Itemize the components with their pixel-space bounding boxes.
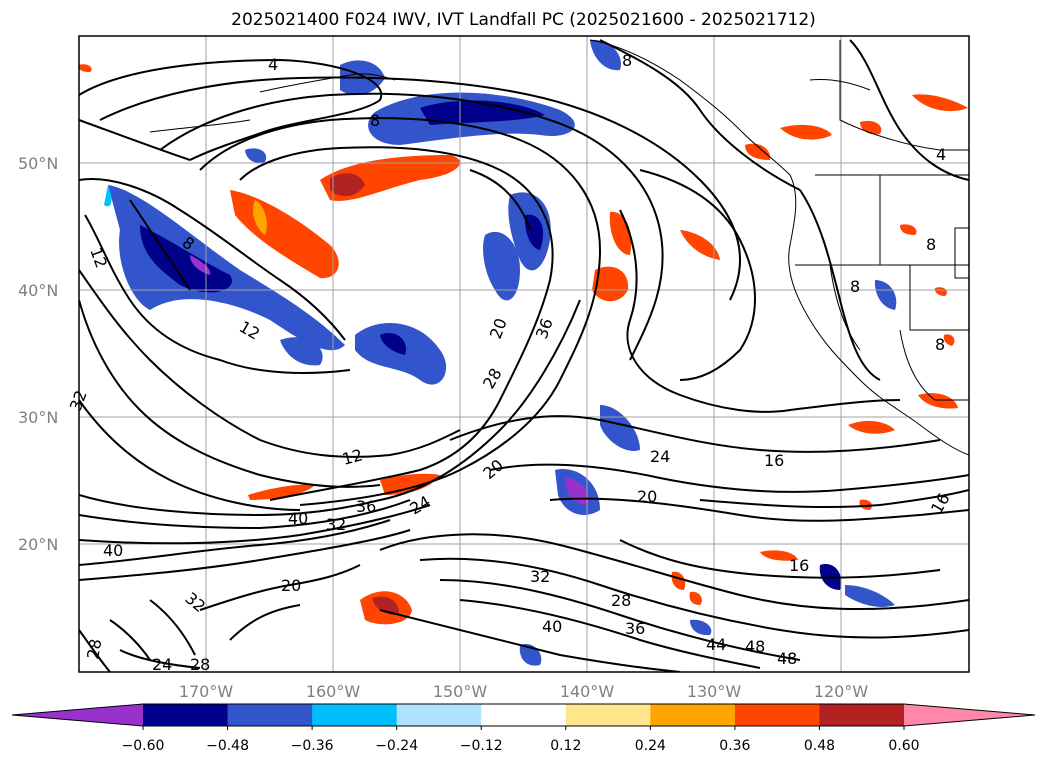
lon-label: 140°W (560, 682, 615, 701)
colorbar-segment (312, 704, 398, 726)
colorbar-tick-label: 0.60 (888, 738, 919, 754)
contour-label: 8 (622, 51, 632, 70)
contour-label: 28 (190, 655, 210, 674)
contour-label: 36 (625, 619, 645, 638)
colorbar-tick-label: −0.24 (375, 738, 418, 754)
colorbar-tick-label: −0.60 (122, 738, 165, 754)
contour-label: 40 (288, 509, 308, 528)
contour-label: 8 (370, 111, 380, 130)
lon-label: 170°W (179, 682, 234, 701)
coastlines (149, 39, 969, 456)
contour-label: 4 (268, 55, 278, 74)
lon-label: 150°W (433, 682, 488, 701)
colorbar-segment (143, 704, 229, 726)
colorbar-segment (396, 704, 482, 726)
iwv-contours (79, 39, 969, 672)
contour-label: 16 (764, 451, 784, 470)
lon-label: 120°W (814, 682, 869, 701)
contour-label: 44 (706, 635, 726, 654)
lat-label: 20°N (18, 535, 58, 554)
lat-lon-grid (79, 36, 969, 672)
contour-label: 28 (83, 637, 105, 660)
contour-label: 32 (530, 567, 550, 586)
lon-label: 130°W (687, 682, 742, 701)
contour-label: 24 (152, 655, 172, 674)
contour-label: 12 (340, 445, 365, 469)
map-panel (79, 36, 969, 672)
colorbar-segment (734, 704, 820, 726)
contour-label: 48 (745, 637, 765, 656)
contour-label: 36 (356, 497, 376, 516)
map-title: 2025021400 F024 IWV, IVT Landfall PC (20… (231, 10, 816, 30)
map-frame (78, 35, 970, 673)
lat-label: 40°N (18, 281, 58, 300)
contour-label: 40 (542, 617, 562, 636)
colorbar-tick-label: 0.24 (635, 738, 666, 754)
negative-anomaly-shading (104, 39, 897, 666)
contour-label: 40 (103, 541, 123, 560)
colorbar-extend-high (904, 704, 1035, 726)
contour-label: 48 (777, 649, 797, 668)
contour-label: 8 (926, 235, 936, 254)
colorbar-tick-label: 0.36 (719, 738, 750, 754)
colorbar-tick-label: −0.12 (460, 738, 503, 754)
lat-label: 30°N (18, 408, 58, 427)
contour-label: 8 (850, 277, 860, 296)
colorbar: −0.60 −0.48 −0.36 −0.24 −0.12 0.12 0.24 0.36 0.4… (11, 703, 1036, 754)
colorbar-tick-label: −0.48 (206, 738, 249, 754)
colorbar-segment (227, 704, 313, 726)
contour-label: 32 (326, 515, 346, 534)
contour-label: 24 (650, 447, 670, 466)
colorbar-segment (565, 704, 651, 726)
colorbar-segment (819, 704, 905, 726)
colorbar-extend-low (12, 704, 143, 726)
colorbar-tick-label: −0.36 (291, 738, 334, 754)
contour-label: 20 (281, 576, 301, 595)
contour-label: 4 (936, 145, 946, 164)
positive-anomaly-shading (79, 64, 968, 625)
contour-label: 20 (637, 487, 657, 506)
longitude-labels: 170°W 160°W 150°W 140°W 130°W 120°W (179, 682, 869, 701)
lat-label: 50°N (18, 154, 58, 173)
contour-label: 16 (789, 556, 809, 575)
lon-label: 160°W (306, 682, 361, 701)
colorbar-tick-label: 0.48 (804, 738, 835, 754)
colorbar-segment (481, 704, 567, 726)
latitude-labels: 50°N 40°N 30°N 20°N (18, 154, 58, 554)
contour-label: 28 (611, 591, 631, 610)
colorbar-tick-label: 0.12 (550, 738, 581, 754)
contour-label: 8 (935, 335, 945, 354)
colorbar-segment (650, 704, 736, 726)
